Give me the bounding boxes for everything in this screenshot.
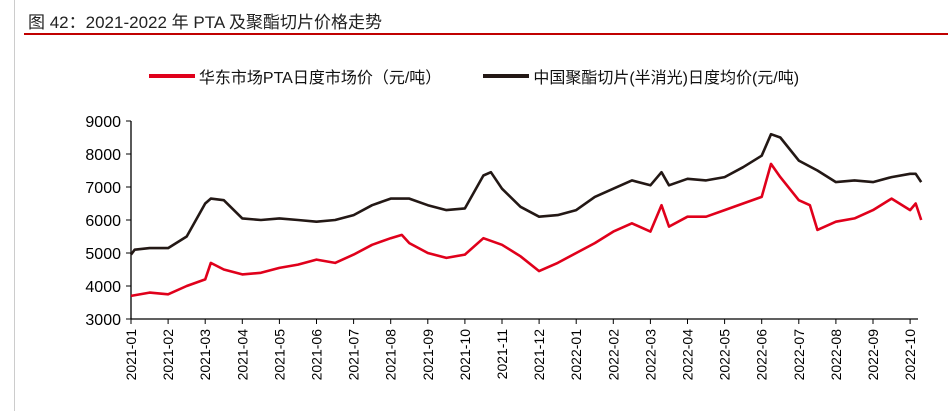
y-tick-label: 7000 (85, 180, 121, 197)
legend-item-pta: 华东市场PTA日度市场价（元/吨） (148, 64, 442, 88)
x-tick-label: 2021-05 (271, 329, 287, 381)
x-tick-label: 2021-06 (309, 329, 325, 381)
x-tick-label: 2022-06 (754, 329, 770, 381)
legend-label-polyester: 中国聚酯切片(半消光)日度均价(元/吨) (533, 70, 800, 87)
x-tick-label: 2021-11 (494, 329, 510, 380)
x-tick-label: 2021-09 (420, 329, 436, 381)
x-tick-label: 2021-02 (160, 329, 176, 381)
x-tick-label: 2021-07 (346, 329, 362, 381)
y-tick-label: 3000 (85, 312, 121, 329)
legend-swatch-pta (148, 74, 195, 78)
y-tick-label: 5000 (85, 246, 121, 263)
x-tick-label: 2021-01 (123, 329, 139, 381)
x-tick-label: 2022-08 (828, 329, 844, 381)
x-tick-label: 2022-04 (680, 329, 696, 381)
y-tick-label: 6000 (85, 213, 121, 230)
legend: 华东市场PTA日度市场价（元/吨） 中国聚酯切片(半消光)日度均价(元/吨) (0, 64, 948, 88)
legend-label-pta: 华东市场PTA日度市场价（元/吨） (198, 70, 442, 87)
y-tick-label: 8000 (85, 147, 121, 164)
x-tick-label: 2022-07 (791, 329, 807, 381)
x-tick-label: 2022-02 (605, 329, 621, 381)
x-tick-label: 2021-12 (531, 329, 547, 381)
legend-item-polyester: 中国聚酯切片(半消光)日度均价(元/吨) (483, 64, 799, 88)
chart-title: 图 42：2021-2022 年 PTA 及聚酯切片价格走势 (28, 13, 382, 32)
x-tick-label: 2022-01 (568, 329, 584, 381)
series-line-polyester (129, 132, 923, 256)
x-tick-label: 2021-08 (383, 329, 399, 381)
x-tick-label: 2022-03 (642, 329, 658, 381)
y-tick-label: 4000 (85, 279, 121, 296)
x-tick-label: 2022-10 (902, 329, 918, 381)
x-tick-label: 2021-04 (234, 329, 250, 381)
figure-frame (14, 0, 948, 411)
series-line-pta (130, 162, 923, 298)
y-tick-label: 9000 (85, 114, 121, 131)
x-tick-label: 2022-05 (717, 329, 733, 381)
x-tick-label: 2021-03 (197, 329, 213, 381)
legend-swatch-polyester (483, 74, 530, 78)
x-tick-label: 2021-10 (457, 329, 473, 381)
title-underline (24, 33, 948, 35)
x-tick-label: 2022-09 (865, 329, 881, 381)
